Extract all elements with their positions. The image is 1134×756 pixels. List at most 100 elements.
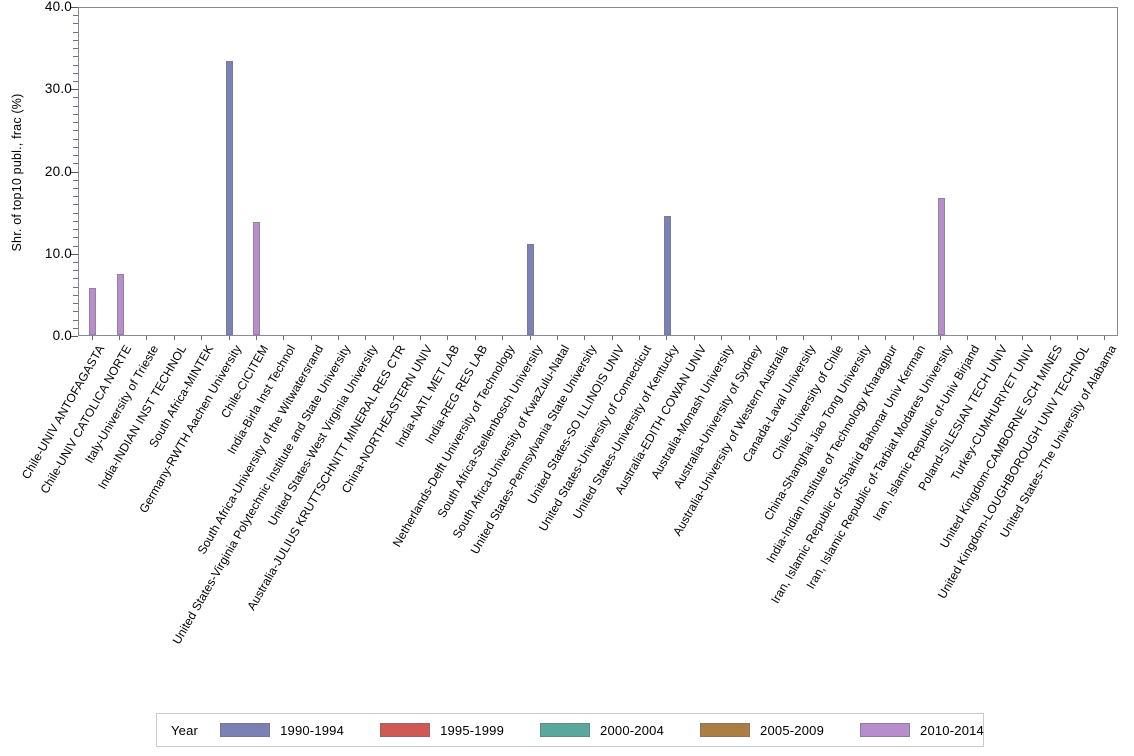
x-tick-mark (201, 336, 203, 340)
y-minor-tick-mark (73, 122, 78, 124)
x-tick-mark (310, 336, 312, 340)
bar[interactable] (663, 215, 671, 335)
x-tick-mark (420, 336, 422, 340)
y-minor-tick-mark (73, 31, 78, 33)
y-minor-tick-mark (73, 146, 78, 148)
x-tick-mark (912, 336, 914, 340)
plot-area (78, 7, 1118, 336)
x-tick-mark (803, 336, 805, 340)
x-tick-mark (775, 336, 777, 340)
y-tick-label: 20.0 (44, 163, 72, 179)
y-tick-mark (71, 253, 78, 255)
y-minor-tick-mark (73, 278, 78, 280)
y-minor-tick-mark (73, 220, 78, 222)
x-tick-mark (994, 336, 996, 340)
y-minor-tick-mark (73, 179, 78, 181)
bar[interactable] (253, 222, 261, 335)
y-tick-mark (71, 7, 78, 8)
y-axis-title: Shr. of top10 publ., frac (%) (10, 93, 24, 252)
x-tick-mark (967, 336, 969, 340)
x-tick-mark (1076, 336, 1078, 340)
x-tick-mark (748, 336, 750, 340)
x-tick-mark (721, 336, 723, 340)
x-tick-mark (1104, 336, 1106, 340)
legend-label: 2010-2014 (920, 722, 984, 738)
legend-swatch (220, 723, 271, 737)
y-minor-tick-mark (73, 23, 78, 25)
y-minor-tick-mark (73, 163, 78, 165)
legend-entry[interactable]: 2000-2004 (540, 723, 664, 738)
y-minor-tick-mark (73, 286, 78, 288)
x-tick-mark (666, 336, 668, 340)
x-tick-mark (940, 336, 942, 340)
y-tick-mark (71, 89, 78, 91)
y-minor-tick-mark (73, 187, 78, 189)
legend-swatch (700, 723, 751, 737)
x-tick-mark (556, 336, 558, 340)
x-tick-mark (529, 336, 531, 340)
x-tick-mark (1022, 336, 1024, 340)
legend-label: 1990-1994 (280, 722, 345, 738)
legend-entry[interactable]: 2010-2014 (860, 723, 984, 738)
x-tick-mark (365, 336, 367, 340)
y-tick-mark (71, 336, 78, 337)
legend-swatch (540, 723, 591, 737)
x-tick-mark (858, 336, 859, 340)
x-tick-mark (91, 336, 93, 340)
y-minor-tick-mark (73, 327, 78, 329)
bar[interactable] (89, 288, 97, 335)
bar[interactable] (226, 61, 234, 335)
y-minor-tick-mark (73, 261, 78, 263)
x-tick-mark (639, 336, 641, 340)
y-minor-tick-mark (73, 72, 78, 74)
bar[interactable] (116, 274, 124, 335)
x-tick-mark (173, 336, 175, 340)
x-tick-mark (392, 336, 394, 340)
x-tick-mark (474, 336, 476, 340)
y-minor-tick-mark (73, 237, 78, 239)
y-minor-tick-mark (73, 270, 78, 272)
y-minor-tick-mark (73, 15, 78, 17)
legend-swatch (860, 723, 911, 737)
x-tick-mark (584, 336, 586, 340)
y-tick-label: 10.0 (44, 245, 72, 261)
y-minor-tick-mark (73, 113, 78, 115)
y-tick-label: 0.0 (52, 328, 72, 343)
y-minor-tick-mark (73, 155, 78, 157)
y-minor-tick-mark (73, 130, 78, 132)
legend-entry[interactable]: 1990-1994 (220, 723, 344, 738)
x-tick-mark (146, 336, 148, 340)
legend: Year 1990-1994 1995-1999 2000-2004 2005-200… (156, 713, 984, 747)
legend-entry[interactable]: 1995-1999 (380, 723, 504, 738)
x-tick-mark (693, 336, 695, 340)
y-minor-tick-mark (73, 81, 78, 83)
legend-entries: 1990-1994 1995-1999 2000-2004 2005-2009 2010… (220, 723, 1020, 738)
y-minor-tick-mark (73, 319, 78, 321)
x-tick-mark (502, 336, 504, 340)
y-minor-tick-mark (73, 245, 78, 247)
legend-swatch (380, 723, 431, 737)
legend-entry[interactable]: 2005-2009 (700, 723, 824, 738)
y-minor-tick-mark (73, 229, 78, 231)
x-tick-mark (228, 336, 230, 340)
x-tick-mark (885, 336, 887, 340)
y-minor-tick-mark (73, 56, 78, 58)
legend-label: 2000-2004 (600, 722, 665, 738)
y-tick-mark (71, 171, 78, 173)
y-minor-tick-mark (73, 294, 78, 296)
y-tick-label: 40.0 (44, 0, 72, 14)
x-tick-mark (283, 336, 285, 340)
y-minor-tick-mark (73, 212, 78, 214)
x-tick-mark (1049, 336, 1051, 340)
x-tick-mark (119, 336, 121, 340)
y-minor-tick-mark (73, 303, 78, 305)
bar[interactable] (937, 197, 945, 335)
bar[interactable] (527, 243, 535, 335)
y-tick-label: 30.0 (44, 81, 72, 97)
y-minor-tick-mark (73, 48, 78, 50)
y-minor-tick-mark (73, 105, 78, 107)
legend-title: Year (171, 722, 199, 738)
legend-label: 2005-2009 (760, 722, 825, 738)
x-tick-mark (255, 336, 257, 340)
y-minor-tick-mark (73, 138, 78, 140)
